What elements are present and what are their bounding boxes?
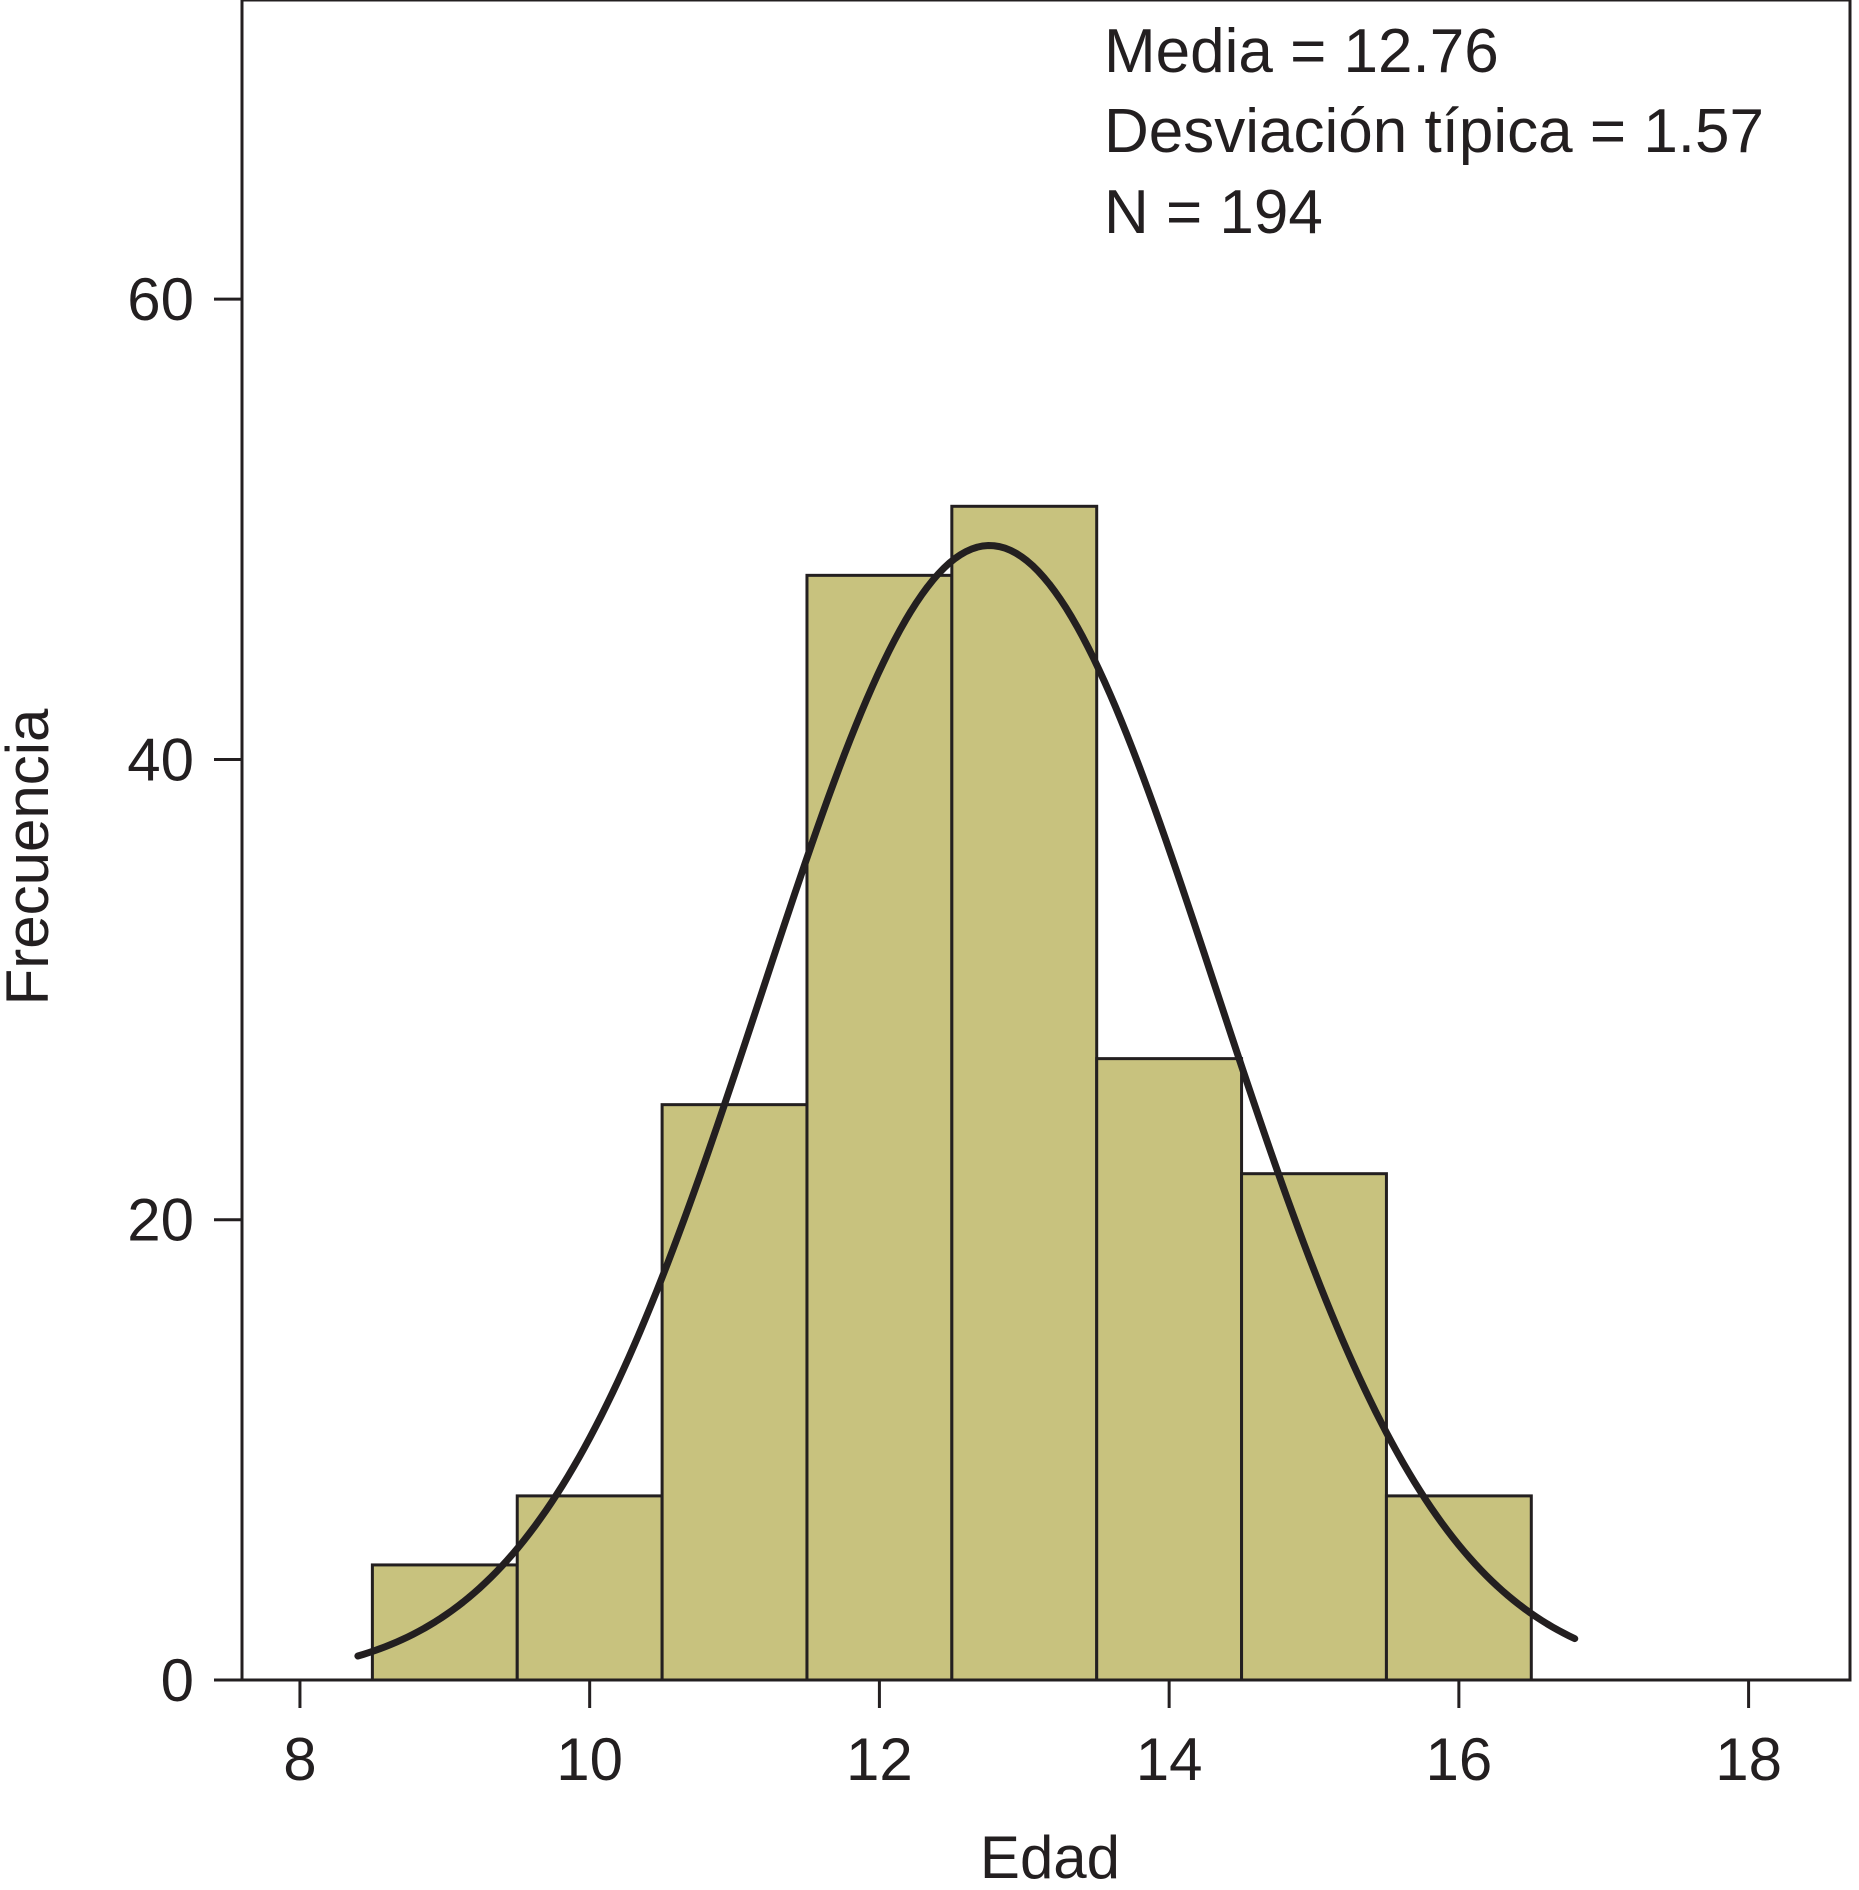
y-tick-label: 60 — [127, 266, 194, 333]
y-tick-label: 20 — [127, 1187, 194, 1254]
histogram-bars — [370, 504, 1533, 1682]
histogram-bar — [950, 504, 1099, 1682]
histogram-bar — [805, 573, 954, 1682]
histogram-bar — [1384, 1494, 1533, 1682]
y-axis-title: Frecuencia — [0, 708, 61, 1005]
y-tick-label: 0 — [161, 1647, 194, 1714]
x-tick-label: 16 — [1425, 1726, 1492, 1793]
stats-annotation: Media = 12.76 Desviación típica = 1.57 N… — [1104, 17, 1764, 247]
x-tick-label: 12 — [846, 1726, 913, 1793]
stat-std-dev: Desviación típica = 1.57 — [1104, 97, 1764, 166]
histogram-bar — [1095, 1057, 1244, 1682]
x-tick-label: 14 — [1136, 1726, 1203, 1793]
normal-curve-group — [354, 542, 1579, 1660]
x-tick-label: 10 — [556, 1726, 623, 1793]
x-tick-label: 8 — [283, 1726, 316, 1793]
histogram-bar — [370, 1563, 519, 1682]
histogram-bar — [660, 1103, 809, 1682]
y-axis: 0 20 40 60 — [127, 266, 242, 1714]
y-tick-label: 40 — [127, 726, 194, 793]
x-axis-title: Edad — [980, 1824, 1120, 1890]
normal-curve — [354, 542, 1579, 1660]
stat-n: N = 194 — [1104, 178, 1323, 247]
stat-mean: Media = 12.76 — [1104, 17, 1499, 86]
x-tick-label: 18 — [1715, 1726, 1782, 1793]
x-axis: 8 10 12 14 16 18 — [283, 1680, 1782, 1793]
histogram-bar — [1240, 1172, 1388, 1682]
